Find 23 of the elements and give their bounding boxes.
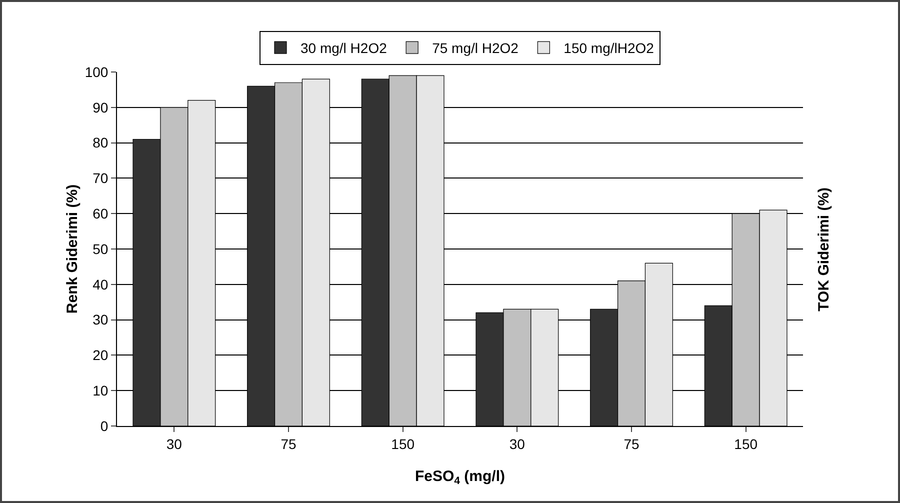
y-tick-label: 100 <box>84 64 108 80</box>
y-tick-label: 30 <box>92 312 108 328</box>
y-tick-label: 60 <box>92 206 108 222</box>
x-tick-label: 75 <box>280 436 296 452</box>
x-tick-label: 150 <box>734 436 758 452</box>
legend-label: 75 mg/l H2O2 <box>432 40 519 56</box>
x-tick-label: 75 <box>624 436 640 452</box>
legend-label: 150 mg/lH2O2 <box>564 40 654 56</box>
x-axis-title: FeSO$_{4}$ (mg/l) <box>414 468 506 488</box>
y-tick-label: 10 <box>92 382 108 398</box>
y-tick-label: 80 <box>92 134 108 151</box>
y-tick-label: 50 <box>92 240 108 257</box>
x-tick-label: 30 <box>509 436 526 452</box>
y2-axis-title: TOK Giderimi (%) <box>815 187 832 312</box>
x-tick-label: 30 <box>166 436 182 452</box>
y-axis-title: Renk Giderimi (%) <box>64 184 81 314</box>
y-tick-label: 20 <box>92 347 108 364</box>
y-tick-label: 40 <box>92 276 108 292</box>
y-tick-label: 0 <box>100 418 108 434</box>
legend-label: 30 mg/l H2O2 <box>300 40 388 56</box>
y-tick-label: 90 <box>92 99 108 116</box>
y-tick-label: 70 <box>92 170 108 186</box>
x-tick-label: 150 <box>391 436 415 452</box>
